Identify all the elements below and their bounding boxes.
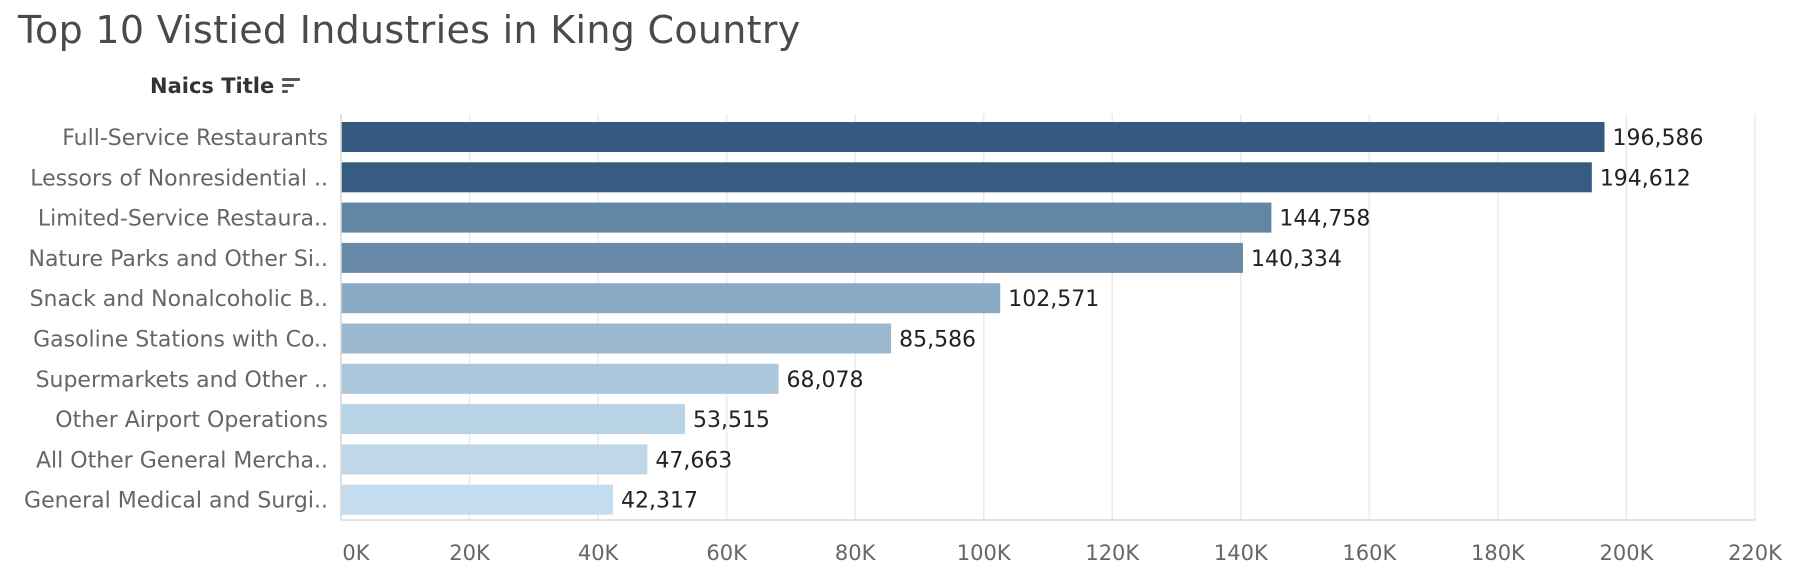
x-tick-label: 200K — [1600, 541, 1655, 565]
x-tick-label: 120K — [1085, 541, 1140, 565]
value-label: 42,317 — [621, 489, 698, 514]
bars — [341, 122, 1605, 515]
category-label: Lessors of Nonresidential .. — [30, 166, 328, 191]
x-axis: 0K 20K 40K 60K 80K 100K 120K 140K 160K 180K 200K 22… — [340, 114, 1783, 565]
bar[interactable] — [341, 484, 613, 515]
bar[interactable] — [341, 162, 1592, 193]
bar[interactable] — [341, 404, 685, 435]
bar[interactable] — [341, 122, 1605, 152]
bar[interactable] — [341, 202, 1272, 233]
x-tick-label: 60K — [706, 541, 748, 565]
value-label: 140,334 — [1251, 247, 1342, 272]
x-tick-label: 20K — [449, 541, 491, 565]
category-label: Full-Service Restaurants — [62, 126, 328, 151]
category-label: General Medical and Surgi.. — [24, 489, 328, 514]
bar[interactable] — [341, 323, 892, 354]
category-label: Limited-Service Restaura.. — [38, 207, 328, 232]
value-label: 144,758 — [1279, 207, 1370, 232]
bar[interactable] — [341, 363, 779, 394]
x-tick-label: 160K — [1342, 541, 1397, 565]
value-label: 85,586 — [899, 328, 976, 353]
chart-title: Top 10 Vistied Industries in King Countr… — [18, 8, 801, 52]
bar[interactable] — [341, 283, 1001, 314]
sort-descending-icon[interactable] — [282, 77, 302, 95]
x-tick-label: 180K — [1471, 541, 1526, 565]
value-label: 102,571 — [1008, 287, 1099, 312]
x-tick-label: 40K — [578, 541, 620, 565]
category-label: Supermarkets and Other .. — [36, 368, 328, 393]
category-label: Other Airport Operations — [55, 408, 328, 433]
value-label: 47,663 — [655, 448, 732, 473]
bar[interactable] — [341, 242, 1243, 273]
field-header-label: Naics Title — [150, 74, 275, 98]
value-label: 194,612 — [1600, 166, 1691, 191]
x-tick-label: 140K — [1214, 541, 1269, 565]
category-label: Nature Parks and Other Si.. — [28, 247, 328, 272]
x-tick-label: 100K — [957, 541, 1012, 565]
value-labels: 196,586 194,612 144,758 140,334 102,571 85,58… — [621, 126, 1704, 514]
x-tick-label: 80K — [835, 541, 877, 565]
x-tick-label: 220K — [1728, 541, 1783, 565]
value-label: 68,078 — [787, 368, 864, 393]
field-header: Naics Title — [150, 74, 302, 98]
bar[interactable] — [341, 444, 648, 475]
category-labels: Full-Service Restaurants Lessors of Nonre… — [24, 126, 328, 514]
x-tick-label: 0K — [342, 541, 370, 565]
value-label: 196,586 — [1613, 126, 1704, 151]
category-label: Snack and Nonalcoholic B.. — [30, 287, 328, 312]
category-label: All Other General Mercha.. — [36, 448, 328, 473]
value-label: 53,515 — [693, 408, 770, 433]
category-label: Gasoline Stations with Co.. — [33, 328, 328, 353]
